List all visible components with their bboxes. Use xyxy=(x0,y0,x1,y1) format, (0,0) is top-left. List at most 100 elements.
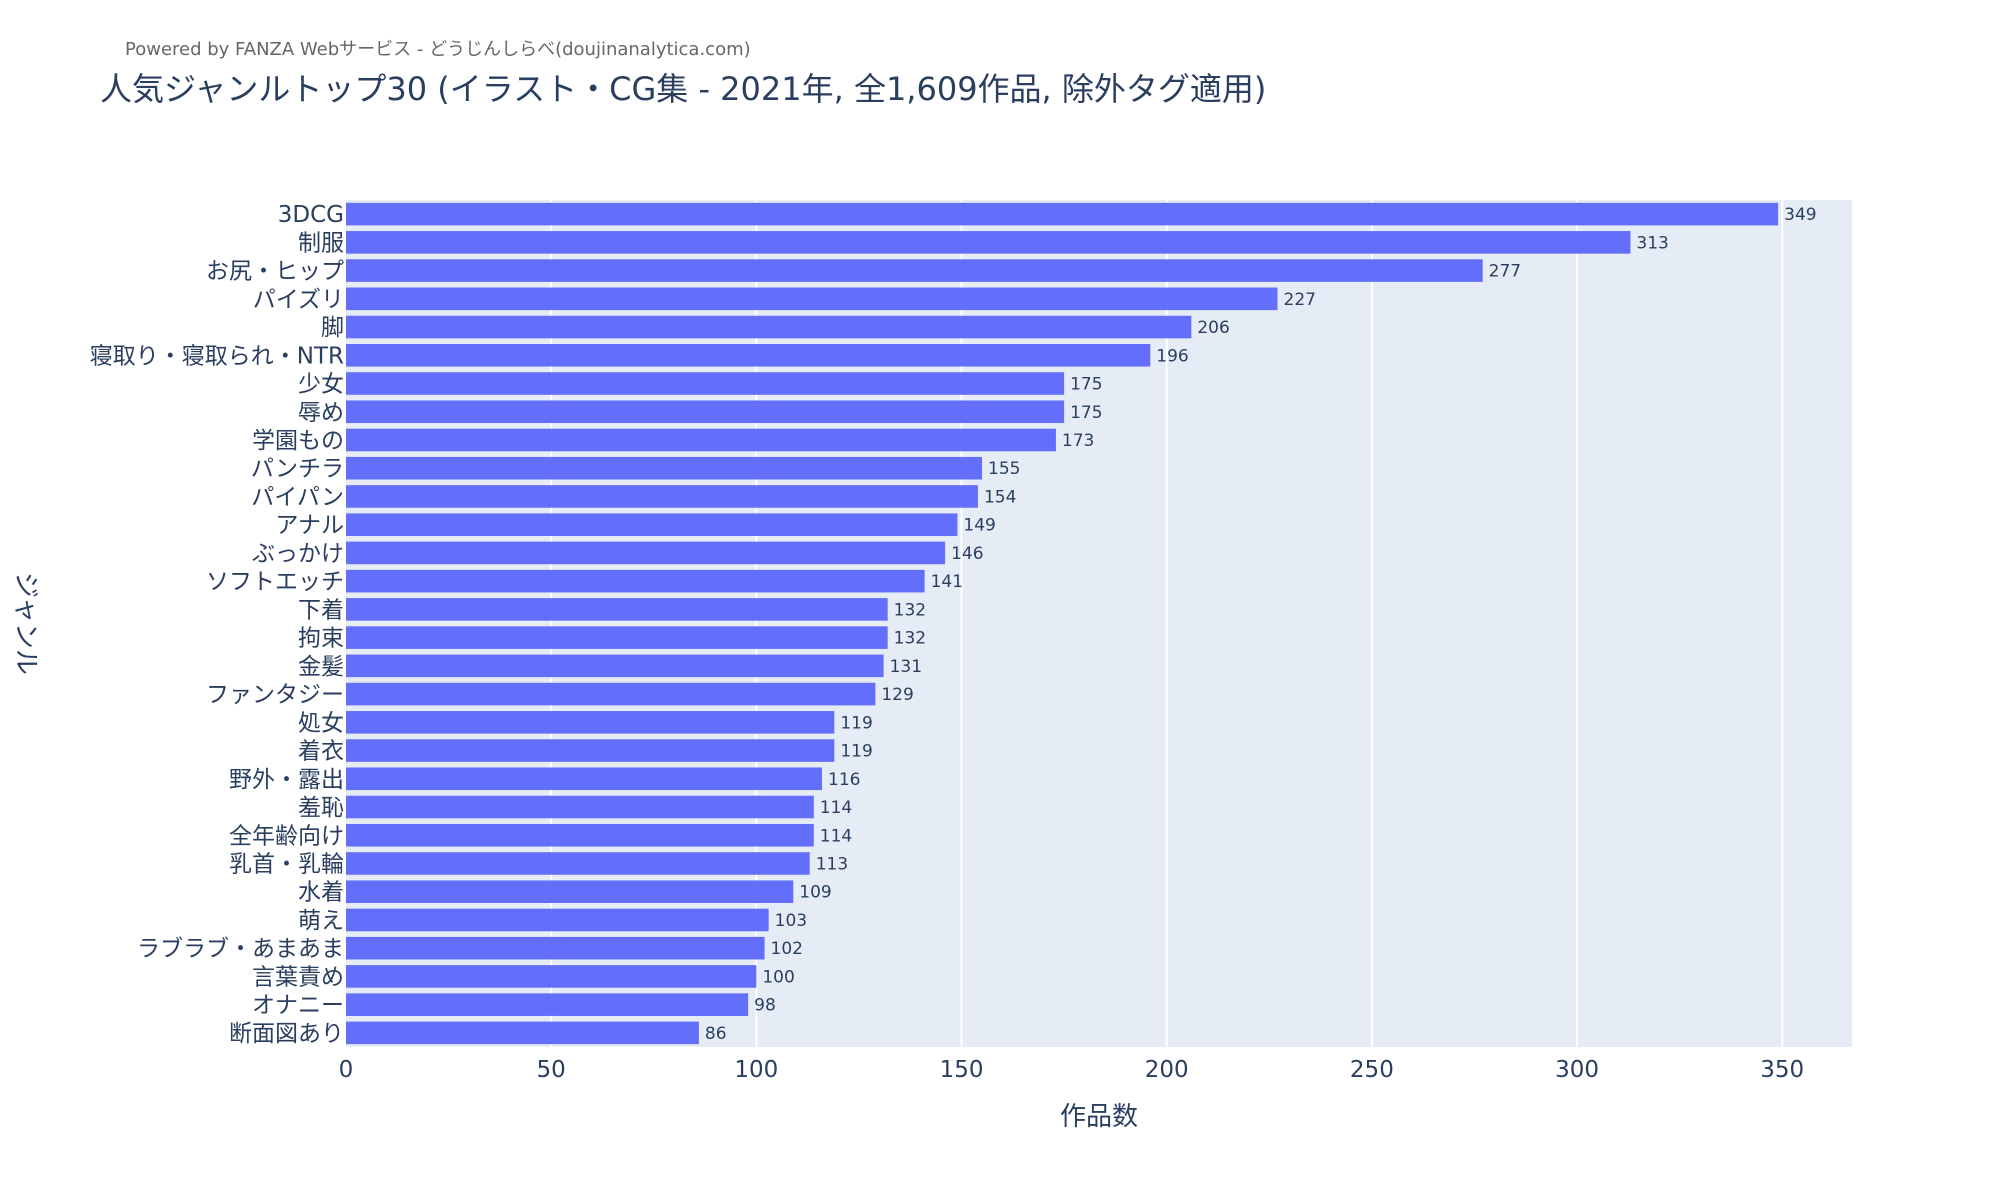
y-tick-label: 辱め xyxy=(298,400,344,426)
y-tick-label: 学園もの xyxy=(252,428,344,454)
x-tick-label: 350 xyxy=(1760,1057,1804,1083)
bar xyxy=(346,372,1065,395)
x-tick-label: 250 xyxy=(1350,1057,1394,1083)
value-label: 227 xyxy=(1284,290,1316,310)
y-tick-label: 乳首・乳輪 xyxy=(229,851,344,877)
bar xyxy=(346,767,823,791)
y-tick-label: オナニー xyxy=(252,993,344,1019)
value-label: 113 xyxy=(816,854,848,874)
bar xyxy=(346,541,946,565)
value-label: 103 xyxy=(775,911,807,931)
y-tick-label: お尻・ヒップ xyxy=(206,259,344,285)
bar xyxy=(346,852,810,875)
credit-text: Powered by FANZA Webサービス - どうじんしらべ(douji… xyxy=(125,39,751,60)
y-tick-label: パンチラ xyxy=(251,456,344,482)
y-tick-label: パイズリ xyxy=(253,287,344,313)
y-axis-title: ジャンル xyxy=(11,572,41,675)
y-tick-label: 3DCG xyxy=(278,202,344,228)
value-label: 100 xyxy=(762,967,794,987)
y-tick-label: 萌え xyxy=(298,908,344,934)
bar xyxy=(346,739,835,762)
value-label: 109 xyxy=(799,883,831,903)
bar xyxy=(346,315,1192,339)
plot-area xyxy=(346,200,1852,1047)
y-tick-label: 制服 xyxy=(298,230,344,256)
value-label: 196 xyxy=(1156,346,1188,366)
value-label: 102 xyxy=(771,939,803,959)
bar xyxy=(346,428,1056,452)
bar xyxy=(346,456,983,480)
x-tick-label: 150 xyxy=(940,1057,984,1083)
value-label: 131 xyxy=(890,657,922,677)
value-label: 119 xyxy=(840,742,872,762)
bar xyxy=(346,569,925,593)
bar xyxy=(346,485,978,508)
x-tick-label: 300 xyxy=(1555,1057,1599,1083)
y-tick-label: 全年齢向け xyxy=(229,823,344,849)
value-label: 149 xyxy=(963,516,995,536)
bar xyxy=(346,259,1483,282)
y-tick-label: 脚 xyxy=(321,315,344,341)
y-tick-label: 断面図あり xyxy=(229,1021,344,1047)
value-label: 146 xyxy=(951,544,983,564)
y-tick-label: ラブラブ・あまあま xyxy=(137,936,344,962)
y-tick-label: 下着 xyxy=(298,597,344,623)
chart-title: 人気ジャンルトップ30 (イラスト・CG集 - 2021年, 全1,609作品,… xyxy=(100,70,1266,108)
y-tick-label: 言葉責め xyxy=(252,964,344,990)
x-tick-label: 50 xyxy=(537,1057,566,1083)
gridlines xyxy=(550,200,1784,1047)
bar xyxy=(346,654,884,678)
bar xyxy=(346,626,888,649)
bar xyxy=(346,993,749,1016)
y-tick-label: ソフトエッチ xyxy=(206,569,344,595)
bar xyxy=(346,513,958,536)
bar xyxy=(346,795,814,819)
bar xyxy=(346,936,765,960)
value-label: 154 xyxy=(984,487,1016,507)
bar xyxy=(346,287,1278,311)
value-label: 98 xyxy=(754,996,776,1016)
y-tick-label: ぶっかけ xyxy=(252,541,344,567)
value-label: 132 xyxy=(894,600,926,620)
y-tick-label: パイパン xyxy=(251,484,344,510)
y-tick-label: 金髪 xyxy=(298,654,344,680)
bar xyxy=(346,880,794,904)
bar xyxy=(346,682,876,706)
value-labels: 349 313 277 227 206 196 175 175 173 155 154 149 146 1… xyxy=(705,205,1817,1044)
value-label: 277 xyxy=(1489,262,1521,282)
y-tick-label: ファンタジー xyxy=(206,682,344,708)
value-label: 141 xyxy=(931,572,963,592)
bar xyxy=(346,965,757,988)
y-tick-label: 野外・露出 xyxy=(229,767,344,793)
value-label: 175 xyxy=(1070,375,1102,395)
value-label: 349 xyxy=(1784,205,1816,225)
y-tick-label: アナル xyxy=(275,513,344,539)
x-tick-label: 100 xyxy=(734,1057,778,1083)
bar xyxy=(346,343,1151,367)
value-label: 116 xyxy=(828,770,860,790)
x-tick-label: 0 xyxy=(339,1057,354,1083)
bar xyxy=(346,231,1631,254)
value-label: 313 xyxy=(1636,233,1668,253)
value-label: 132 xyxy=(894,629,926,649)
x-tick-label: 200 xyxy=(1145,1057,1189,1083)
bar xyxy=(346,823,814,847)
y-tick-label: 羞恥 xyxy=(298,795,344,821)
x-axis-title: 作品数 xyxy=(1060,1102,1138,1132)
y-tick-label: 着衣 xyxy=(298,739,344,765)
bars xyxy=(346,202,1779,1045)
value-label: 114 xyxy=(820,798,852,818)
y-tick-label: 処女 xyxy=(298,710,344,736)
value-label: 175 xyxy=(1070,403,1102,423)
value-label: 114 xyxy=(820,826,852,846)
bar xyxy=(346,711,835,734)
y-tick-label: 寝取り・寝取られ・NTR xyxy=(90,343,344,369)
y-tick-label: 拘束 xyxy=(298,626,344,652)
value-label: 206 xyxy=(1197,318,1229,338)
bar xyxy=(346,400,1065,424)
bar xyxy=(346,908,769,932)
bar xyxy=(346,202,1779,226)
value-label: 173 xyxy=(1062,431,1094,451)
